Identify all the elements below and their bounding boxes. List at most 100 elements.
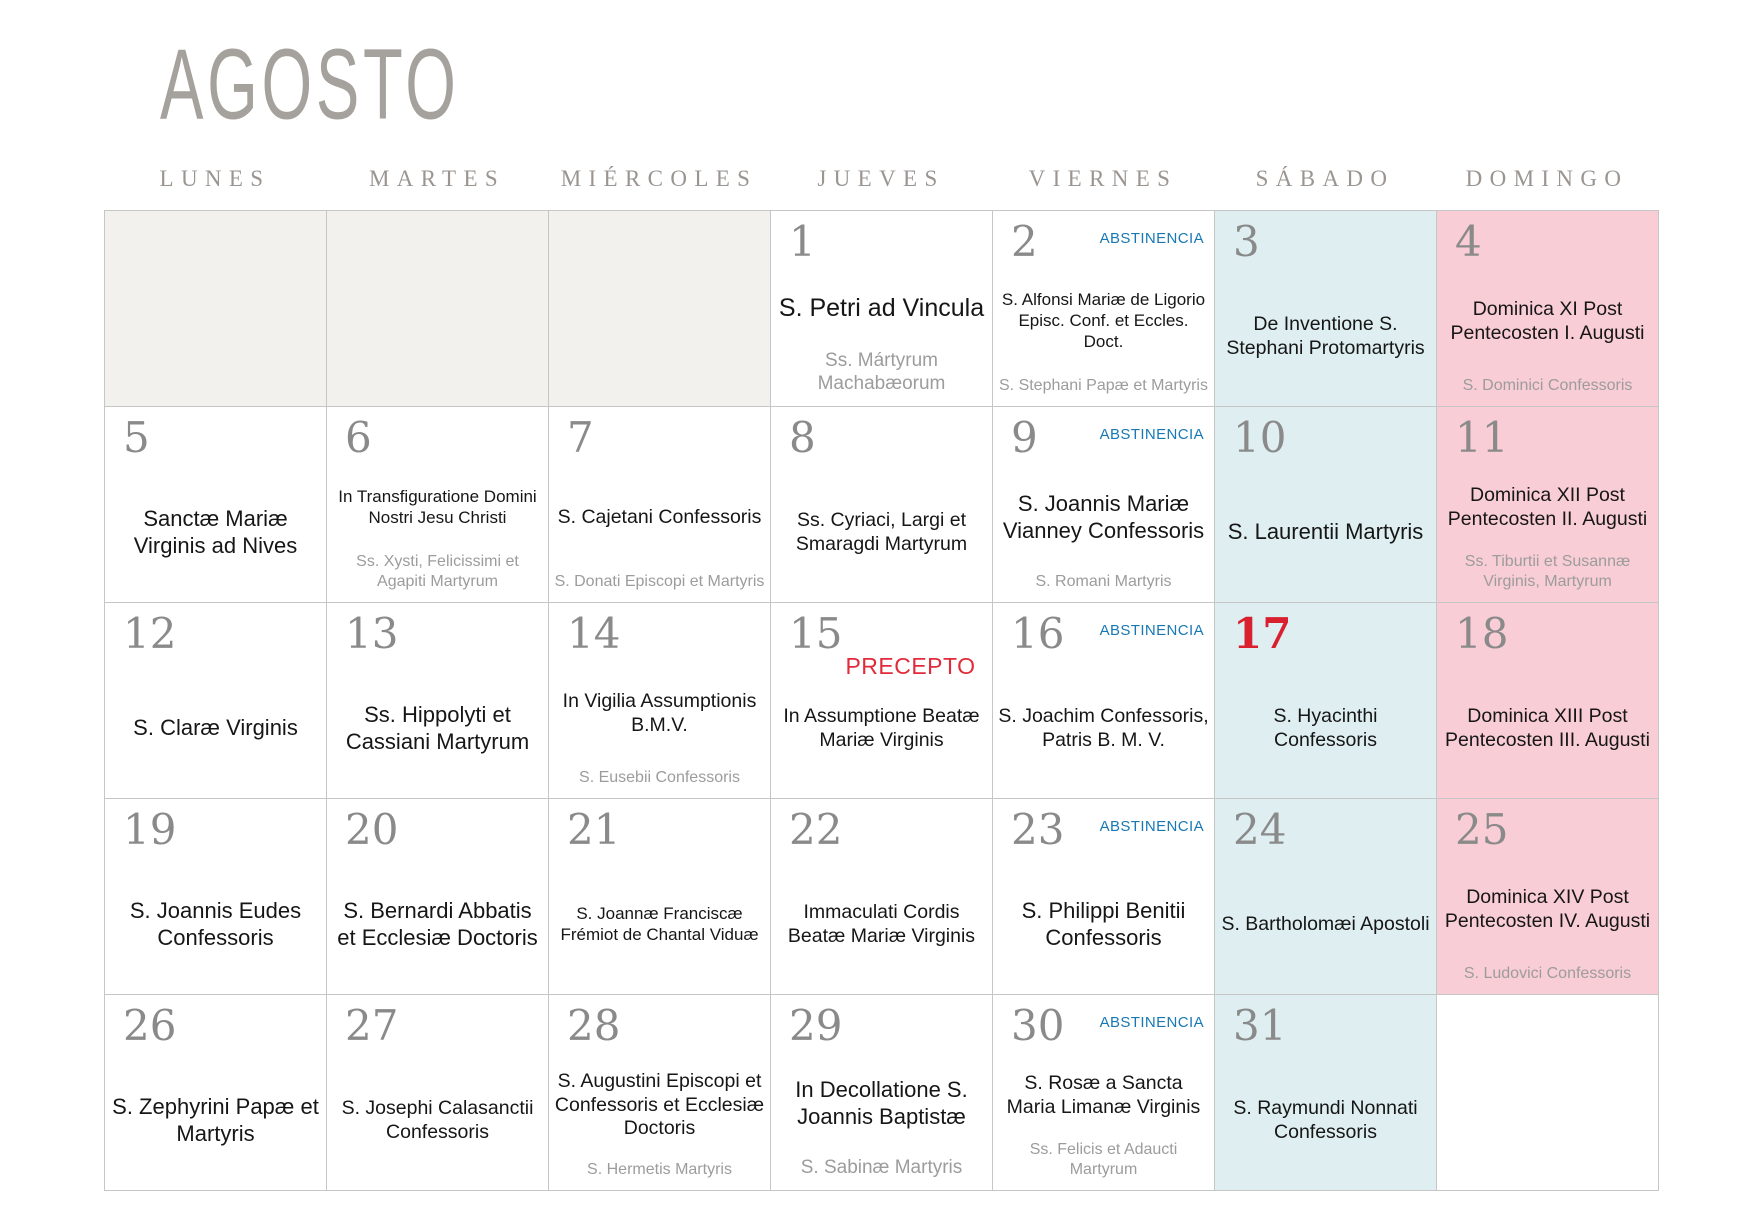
day-cell-24: 24 S. Bartholomæi Apostoli <box>1215 799 1437 995</box>
day-number: 5 <box>123 413 150 462</box>
weekday-header-sabado: SÁBADO <box>1255 166 1395 191</box>
day-cell-header: 13 <box>327 603 548 659</box>
feast-title: S. Rosæ a Sancta Maria Limanæ Virginis <box>1006 1071 1201 1118</box>
day-cell-header: 17 <box>1215 603 1436 659</box>
day-cell-13: 13 Ss. Hippolyti et Cassiani Martyrum <box>327 603 549 799</box>
feast-title: Dominica XI Post Pentecosten I. Augusti <box>1450 297 1645 344</box>
day-cell-16: 16 ABSTINENCIA S. Joachim Confessoris, Pat… <box>993 603 1215 799</box>
feast-title: S. Zephyrini Papæ et Martyris <box>112 1093 319 1146</box>
day-number: 15 <box>789 609 843 658</box>
feast-title: S. Joannæ Franciscæ Frémiot de Chantal V… <box>560 903 759 944</box>
day-cell-header: 9 ABSTINENCIA <box>993 407 1214 463</box>
day-number: 12 <box>123 609 177 658</box>
day-number: 17 <box>1233 609 1292 658</box>
feast-title: S. Philippi Benitii Confessoris <box>1021 897 1186 950</box>
day-cell-12: 12 S. Claræ Virginis <box>105 603 327 799</box>
day-number: 28 <box>567 1001 621 1050</box>
day-cell-18: 18 Dominica XIII Post Pentecosten III. Au… <box>1437 603 1659 799</box>
day-cell-3: 3 De Inventione S. Stephani Protomartyris <box>1215 211 1437 407</box>
day-number: 13 <box>345 609 399 658</box>
day-cell-header: 27 <box>327 995 548 1051</box>
day-cell-header: 14 <box>549 603 770 659</box>
day-cell-header: 8 <box>771 407 992 463</box>
feast-title: Dominica XIII Post Pentecosten III. Augu… <box>1445 704 1650 751</box>
feast-title: S. Claræ Virginis <box>133 715 298 741</box>
feast-title: S. Alfonsi Mariæ de Ligorio Episc. Conf.… <box>1001 290 1206 351</box>
feast-title: Sanctæ Mariæ Virginis ad Nives <box>133 505 298 558</box>
day-number: 14 <box>567 609 621 658</box>
feast-title: In Vigilia Assumptionis B.M.V. <box>562 689 757 736</box>
day-cell-28: 28 S. Augustini Episcopi et Confessoris e… <box>549 995 771 1191</box>
day-number: 7 <box>567 413 594 462</box>
day-cell-30: 30 ABSTINENCIA S. Rosæ a Sancta Maria Lima… <box>993 995 1215 1191</box>
day-cell-header: 21 <box>549 799 770 855</box>
feast-secondary: Ss. Mártyrum Machabæorum <box>817 349 946 395</box>
day-number: 11 <box>1455 413 1509 462</box>
calendar-grid: 1 S. Petri ad Vincula Ss. Mártyrum Machabæ… <box>104 210 1659 1191</box>
day-cell-20: 20 S. Bernardi Abbatis et Ecclesiæ Doctor… <box>327 799 549 995</box>
feast-title: Dominica XII Post Pentecosten II. August… <box>1447 483 1648 530</box>
feast-secondary: S. Donati Episcopi et Martyris <box>554 573 765 590</box>
feast-title: Dominica XIV Post Pentecosten IV. August… <box>1444 885 1651 932</box>
feast-title: S. Bernardi Abbatis et Ecclesiæ Doctoris <box>337 897 538 950</box>
day-cell-header: 3 <box>1215 211 1436 267</box>
empty-cell <box>327 211 549 407</box>
day-cell-header: 18 <box>1437 603 1658 659</box>
day-number: 24 <box>1233 805 1287 854</box>
day-cell-7: 7 S. Cajetani Confessoris S. Donati Episco… <box>549 407 771 603</box>
day-cell-header: 10 <box>1215 407 1436 463</box>
day-number: 8 <box>789 413 816 462</box>
day-number: 2 <box>1011 217 1038 266</box>
feast-title: Ss. Cyriaci, Largi et Smaragdi Martyrum <box>795 508 968 555</box>
feast-title: S. Bartholomæi Apostoli <box>1221 912 1430 935</box>
day-cell-header: 6 <box>327 407 548 463</box>
day-cell-22: 22 Immaculati Cordis Beatæ Mariæ Virginis <box>771 799 993 995</box>
feast-title: Immaculati Cordis Beatæ Mariæ Virginis <box>787 900 976 947</box>
empty-cell <box>1437 995 1659 1191</box>
day-cell-15: 15 PRECEPTO In Assumptione Beatæ Mariæ Vir… <box>771 603 993 799</box>
day-cell-8: 8 Ss. Cyriaci, Largi et Smaragdi Martyrum <box>771 407 993 603</box>
feast-title: S. Petri ad Vincula <box>778 293 985 322</box>
day-number: 9 <box>1011 413 1038 462</box>
day-cell-header: 5 <box>105 407 326 463</box>
feast-title: In Transfiguratione Domini Nostri Jesu C… <box>338 486 537 527</box>
day-cell-19: 19 S. Joannis Eudes Confessoris <box>105 799 327 995</box>
weekday-header-domingo: DOMINGO <box>1465 166 1629 191</box>
day-cell-10: 10 S. Laurentii Martyris <box>1215 407 1437 603</box>
empty-cell <box>549 211 771 407</box>
feast-title: S. Augustini Episcopi et Confessoris et … <box>554 1069 765 1140</box>
day-cell-header: 16 ABSTINENCIA <box>993 603 1214 659</box>
feast-title: S. Josephi Calasanctii Confessoris <box>341 1096 534 1143</box>
day-number: 30 <box>1011 1001 1065 1050</box>
day-cell-17: 17 S. Hyacinthi Confessoris <box>1215 603 1437 799</box>
day-cell-header: 11 <box>1437 407 1658 463</box>
day-cell-header: 26 <box>105 995 326 1051</box>
day-number: 23 <box>1011 805 1065 854</box>
day-cell-header: 20 <box>327 799 548 855</box>
day-cell-header: 7 <box>549 407 770 463</box>
day-cell-header: 4 <box>1437 211 1658 267</box>
day-cell-header: 12 <box>105 603 326 659</box>
day-cell-header: 29 <box>771 995 992 1051</box>
day-number: 6 <box>345 413 372 462</box>
day-cell-11: 11 Dominica XII Post Pentecosten II. Augu… <box>1437 407 1659 603</box>
day-cell-23: 23 ABSTINENCIA S. Philippi Benitii Confess… <box>993 799 1215 995</box>
feast-secondary: S. Romani Martyris <box>1035 573 1172 590</box>
feast-secondary: S. Eusebii Confessoris <box>579 769 740 786</box>
feast-title: S. Raymundi Nonnati Confessoris <box>1233 1096 1418 1143</box>
feast-title: S. Laurentii Martyris <box>1227 519 1424 545</box>
day-number: 21 <box>567 805 621 854</box>
day-cell-header: 1 <box>771 211 992 267</box>
day-number: 31 <box>1233 1001 1287 1050</box>
day-cell-6: 6 In Transfiguratione Domini Nostri Jesu … <box>327 407 549 603</box>
day-number: 25 <box>1455 805 1509 854</box>
day-number: 10 <box>1233 413 1287 462</box>
day-cell-1: 1 S. Petri ad Vincula Ss. Mártyrum Machabæ… <box>771 211 993 407</box>
feast-title: S. Hyacinthi Confessoris <box>1273 704 1378 751</box>
abstinencia-label: ABSTINENCIA <box>1099 426 1204 443</box>
day-cell-header: 25 <box>1437 799 1658 855</box>
day-number: 19 <box>123 805 177 854</box>
day-number: 16 <box>1011 609 1065 658</box>
day-number: 4 <box>1455 217 1482 266</box>
day-cell-9: 9 ABSTINENCIA S. Joannis Mariæ Vianney Con… <box>993 407 1215 603</box>
